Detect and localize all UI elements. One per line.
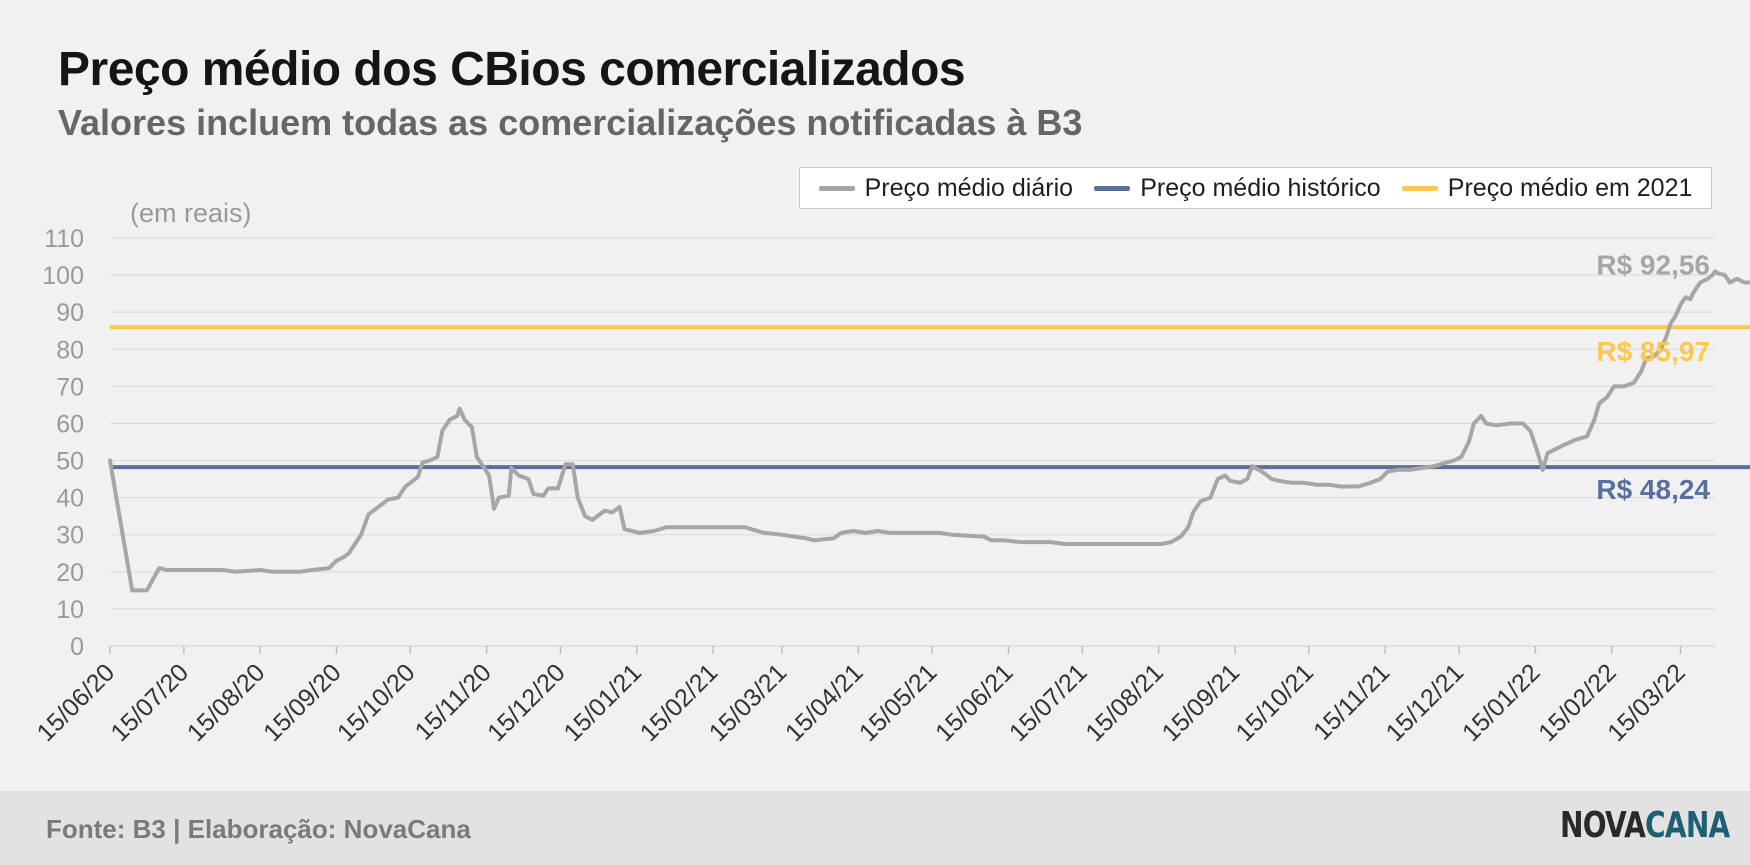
footer-source: Fonte: B3 | Elaboração: NovaCana: [46, 814, 471, 844]
legend-item-historic: Preço médio histórico: [1094, 173, 1381, 203]
logo-part-nova: NOVA: [1560, 805, 1646, 846]
x-tick-label: 15/04/21: [780, 658, 869, 747]
chart-title: Preço médio dos CBios comercializados: [58, 43, 966, 96]
y-axis-unit-label: (em reais): [130, 198, 252, 228]
x-tick-label: 15/01/22: [1457, 658, 1546, 747]
x-tick-label: 15/12/21: [1381, 658, 1470, 747]
y-tick-label: 0: [70, 633, 84, 661]
line-chart: (em reais) 0 10 20 30 40 50 60 70 80 90 100 110 15/…: [32, 198, 1750, 747]
annotations: R$ 92,56 R$ 85,97 R$ 48,24: [1596, 250, 1710, 505]
x-tick-label: 15/12/20: [482, 658, 571, 747]
legend-swatch-2021: [1401, 185, 1438, 191]
x-tick-label: 15/11/20: [410, 658, 497, 745]
y-tick-label: 100: [42, 262, 84, 290]
y-tick-label: 10: [56, 596, 84, 624]
footer-bar: Fonte: B3 | Elaboração: NovaCana NOVACAN…: [0, 791, 1750, 865]
chart-legend: Preço médio diário Preço médio histórico…: [799, 167, 1712, 209]
y-tick-label: 60: [56, 410, 84, 438]
novacana-logo: NOVACANA: [1560, 805, 1730, 846]
x-tick-label: 15/10/21: [1230, 658, 1319, 747]
value-annotation: R$ 85,97: [1596, 336, 1710, 367]
x-tick-label: 15/08/20: [182, 658, 271, 747]
x-tick-label: 15/07/21: [1004, 658, 1093, 747]
y-tick-label: 40: [56, 485, 84, 513]
x-tick-label: 15/09/21: [1157, 658, 1246, 747]
legend-swatch-historic: [1094, 185, 1131, 191]
logo-part-cana: CANA: [1645, 805, 1730, 846]
y-tick-label: 90: [56, 299, 84, 327]
legend-item-2021: Preço médio em 2021: [1401, 173, 1693, 203]
series-lines: [108, 269, 1750, 593]
y-tick-label: 80: [56, 336, 84, 364]
chart-subtitle: Valores incluem todas as comercializaçõe…: [58, 102, 1083, 143]
x-tick-label: 15/07/20: [105, 658, 194, 747]
legend-label-daily: Preço médio diário: [864, 173, 1074, 202]
y-tick-label: 30: [56, 522, 84, 550]
x-tick-label: 15/06/21: [930, 658, 1019, 747]
value-annotation: R$ 92,56: [1596, 250, 1710, 281]
line-preco-medio-diario: [108, 269, 1750, 593]
x-tick-label: 15/06/20: [32, 658, 121, 747]
legend-label-historic: Preço médio histórico: [1140, 173, 1381, 202]
y-tick-label: 20: [56, 559, 84, 587]
x-tick-label: 15/03/22: [1602, 658, 1691, 747]
x-tick-label: 15/11/21: [1308, 658, 1395, 745]
y-axis: 0 10 20 30 40 50 60 70 80 90 100 110: [42, 225, 84, 661]
y-tick-label: 70: [56, 373, 84, 401]
legend-swatch-daily: [818, 185, 855, 191]
y-tick-label: 110: [44, 225, 84, 253]
x-tick-label: 15/03/21: [704, 658, 793, 747]
x-tick-label: 15/10/20: [332, 658, 421, 747]
y-tick-label: 50: [56, 448, 84, 476]
x-tick-label: 15/05/21: [854, 658, 943, 747]
x-tick-label: 15/09/20: [258, 658, 347, 747]
x-tick-label: 15/01/21: [558, 658, 647, 747]
legend-item-daily: Preço médio diário: [818, 173, 1074, 203]
legend-label-2021: Preço médio em 2021: [1447, 173, 1693, 202]
x-axis: 15/06/2015/07/2015/08/2015/09/2015/10/20…: [32, 645, 1715, 747]
x-tick-label: 15/08/21: [1080, 658, 1169, 747]
value-annotation: R$ 48,24: [1596, 474, 1710, 505]
